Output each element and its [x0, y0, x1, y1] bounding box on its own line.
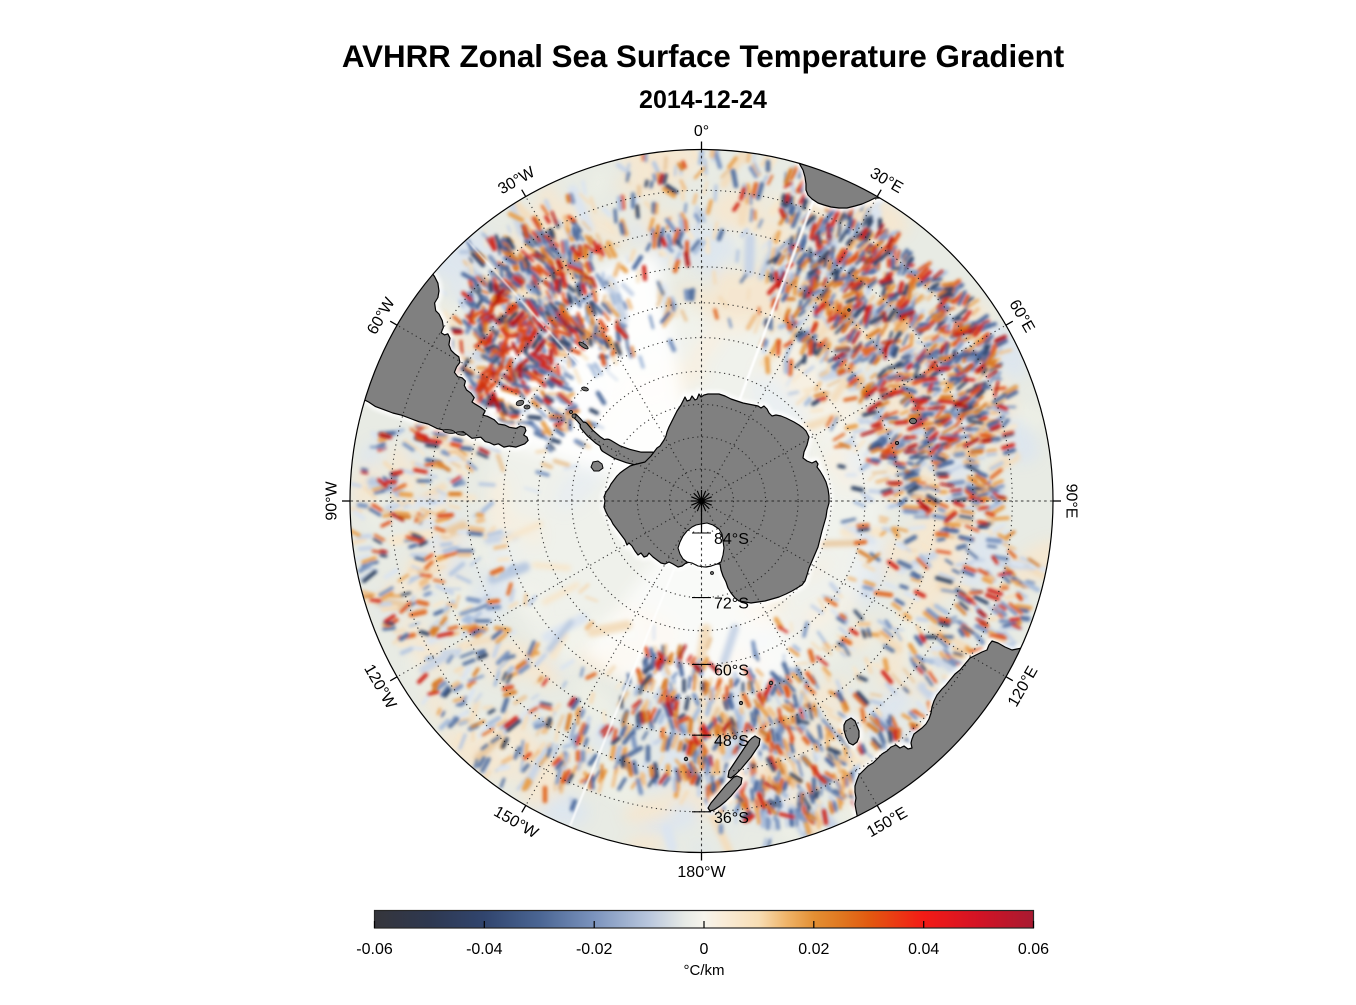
- svg-text:0.04: 0.04: [908, 941, 939, 958]
- svg-text:0.02: 0.02: [798, 941, 829, 958]
- svg-text:0: 0: [700, 941, 709, 958]
- svg-text:-0.04: -0.04: [466, 941, 503, 958]
- svg-text:48°S: 48°S: [714, 733, 749, 750]
- svg-text:-0.02: -0.02: [576, 941, 613, 958]
- svg-text:90°E: 90°E: [1063, 484, 1080, 519]
- svg-text:2014-12-24: 2014-12-24: [639, 86, 767, 114]
- svg-text:180°W: 180°W: [677, 864, 726, 881]
- svg-text:0°: 0°: [694, 123, 709, 140]
- svg-text:90°W: 90°W: [324, 480, 341, 520]
- svg-text:60°S: 60°S: [714, 662, 749, 679]
- svg-text:°C/km: °C/km: [684, 962, 725, 979]
- svg-text:-0.06: -0.06: [356, 941, 393, 958]
- svg-text:84°S: 84°S: [714, 531, 749, 548]
- svg-text:72°S: 72°S: [714, 596, 749, 613]
- svg-text:36°S: 36°S: [714, 810, 749, 827]
- svg-text:AVHRR Zonal Sea Surface Temper: AVHRR Zonal Sea Surface Temperature Grad…: [342, 39, 1065, 74]
- svg-text:0.06: 0.06: [1018, 941, 1049, 958]
